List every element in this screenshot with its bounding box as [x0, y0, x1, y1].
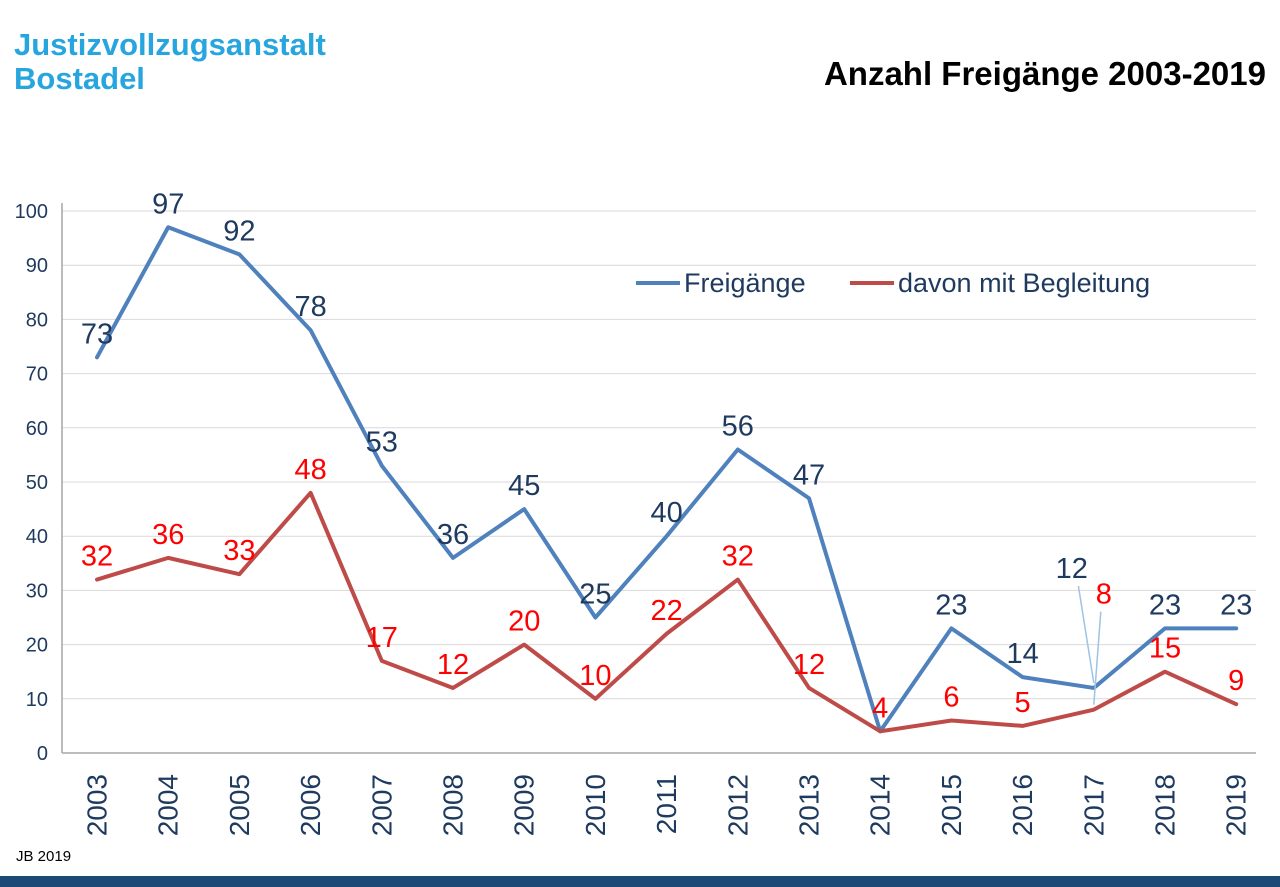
data-label: 5 — [1015, 687, 1031, 719]
legend-label-1: davon mit Begleitung — [898, 268, 1150, 298]
x-tick-label: 2008 — [438, 774, 469, 836]
data-label: 53 — [366, 427, 398, 459]
data-label: 20 — [508, 606, 540, 638]
data-label: 10 — [579, 660, 611, 692]
data-label: 97 — [152, 188, 184, 220]
data-label: 23 — [1220, 589, 1252, 621]
data-label: 33 — [223, 535, 255, 567]
y-tick-label: 100 — [15, 201, 48, 223]
data-label: 14 — [1006, 638, 1038, 670]
data-label: 25 — [579, 579, 611, 611]
chart-title: Anzahl Freigänge 2003-2019 — [823, 55, 1266, 92]
x-tick-label: 2019 — [1221, 774, 1252, 836]
series-line-0 — [95, 225, 1239, 734]
y-tick-label: 70 — [26, 364, 48, 386]
x-tick-label: 2018 — [1150, 774, 1181, 836]
callout-leader-line — [1077, 585, 1095, 684]
data-label: 45 — [508, 470, 540, 502]
bottom-bar — [0, 876, 1280, 887]
y-tick-label: 20 — [26, 635, 48, 657]
org-title-line2: Bostadel — [14, 61, 145, 96]
data-label: 6 — [943, 681, 959, 713]
y-tick-label: 0 — [37, 743, 48, 765]
x-tick-label: 2014 — [865, 774, 896, 836]
x-tick-label: 2012 — [722, 774, 753, 836]
data-label: 48 — [294, 454, 326, 486]
org-title: Justizvollzugsanstalt Bostadel — [14, 28, 326, 96]
x-tick-label: 2007 — [366, 774, 397, 836]
data-label: 47 — [793, 459, 825, 491]
data-label: 78 — [294, 291, 326, 323]
x-tick-label: 2016 — [1007, 774, 1038, 836]
data-label: 17 — [366, 622, 398, 654]
data-label: 36 — [437, 519, 469, 551]
data-label: 23 — [1149, 589, 1181, 621]
footer-credit: JB 2019 — [16, 848, 72, 865]
x-tick-label: 2003 — [82, 774, 113, 836]
data-label: 15 — [1149, 633, 1181, 665]
x-tick-label: 2011 — [651, 774, 682, 834]
y-tick-label: 50 — [26, 472, 48, 494]
y-tick-label: 60 — [26, 418, 48, 440]
data-label: 36 — [152, 519, 184, 551]
y-tick-label: 30 — [26, 580, 48, 602]
x-tick-label: 2010 — [580, 774, 611, 836]
legend-label-0: Freigänge — [684, 268, 806, 298]
callout-label: 8 — [1096, 579, 1112, 611]
x-tick-label: 2005 — [224, 774, 255, 836]
data-label: 73 — [81, 318, 113, 350]
y-tick-label: 80 — [26, 309, 48, 331]
x-tick-label: 2009 — [509, 774, 540, 836]
data-label: 23 — [935, 589, 967, 621]
y-tick-label: 90 — [26, 255, 48, 277]
y-tick-label: 40 — [26, 526, 48, 548]
data-label: 40 — [650, 497, 682, 529]
data-label: 32 — [722, 541, 754, 573]
data-label: 9 — [1228, 665, 1244, 697]
x-tick-label: 2015 — [936, 774, 967, 836]
data-label: 22 — [650, 595, 682, 627]
data-label: 12 — [793, 649, 825, 681]
x-tick-label: 2004 — [153, 774, 184, 836]
callout-leader-line — [1093, 611, 1102, 705]
data-label: 12 — [437, 649, 469, 681]
y-tick-label: 10 — [26, 689, 48, 711]
x-tick-label: 2006 — [295, 774, 326, 836]
series-line-1 — [95, 490, 1239, 734]
callout-label: 12 — [1056, 553, 1088, 585]
x-tick-label: 2013 — [794, 774, 825, 836]
data-label: 4 — [872, 692, 888, 724]
data-label: 92 — [223, 215, 255, 247]
data-label: 56 — [722, 410, 754, 442]
data-label: 32 — [81, 541, 113, 573]
org-title-line1: Justizvollzugsanstalt — [14, 27, 326, 62]
x-tick-label: 2017 — [1078, 774, 1109, 836]
